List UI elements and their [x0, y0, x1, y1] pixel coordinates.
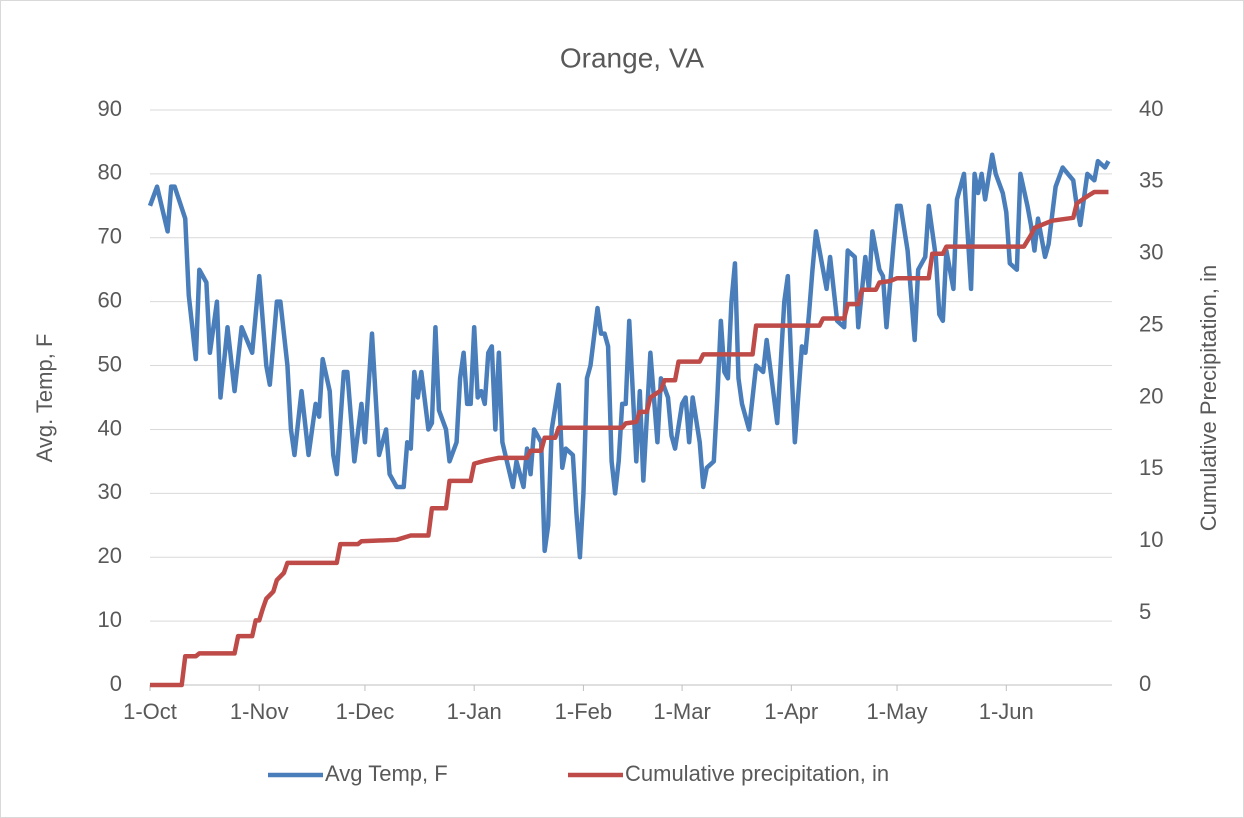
series-line	[150, 189, 1109, 688]
legend-label: Cumulative precipitation, in	[625, 761, 889, 786]
x-tick-label: 1-Mar	[653, 699, 710, 724]
y2-tick-label: 35	[1139, 168, 1163, 193]
x-tick-label: 1-Oct	[123, 699, 177, 724]
y-tick-label: 10	[98, 607, 122, 632]
x-tick-label: 1-Jan	[447, 699, 502, 724]
y2-tick-label: 10	[1139, 527, 1163, 552]
y2-tick-label: 25	[1139, 311, 1163, 336]
x-tick-label: 1-Jun	[979, 699, 1034, 724]
y-axis-label: Avg. Temp, F	[32, 334, 57, 463]
y2-axis-label: Cumulative Precipitation, in	[1196, 265, 1221, 532]
y2-tick-label: 0	[1139, 671, 1151, 696]
y-tick-label: 80	[98, 160, 122, 185]
y-tick-label: 70	[98, 224, 122, 249]
y-tick-label: 60	[98, 287, 122, 312]
y2-tick-label: 40	[1139, 96, 1163, 121]
series-line	[147, 152, 1111, 560]
y-tick-label: 50	[98, 351, 122, 376]
chart-title: Orange, VA	[560, 42, 705, 73]
y-tick-label: 20	[98, 543, 122, 568]
y-tick-label: 30	[98, 479, 122, 504]
y2-tick-label: 30	[1139, 240, 1163, 265]
y2-tick-label: 15	[1139, 455, 1163, 480]
legend-label: Avg Temp, F	[325, 761, 448, 786]
x-tick-label: 1-Feb	[555, 699, 612, 724]
y-tick-label: 0	[110, 671, 122, 696]
x-tick-label: 1-Nov	[230, 699, 289, 724]
x-tick-label: 1-Dec	[336, 699, 395, 724]
y-tick-label: 90	[98, 96, 122, 121]
x-tick-label: 1-Apr	[764, 699, 818, 724]
y2-tick-label: 20	[1139, 383, 1163, 408]
y2-tick-label: 5	[1139, 599, 1151, 624]
y-tick-label: 40	[98, 415, 122, 440]
x-tick-label: 1-May	[866, 699, 927, 724]
